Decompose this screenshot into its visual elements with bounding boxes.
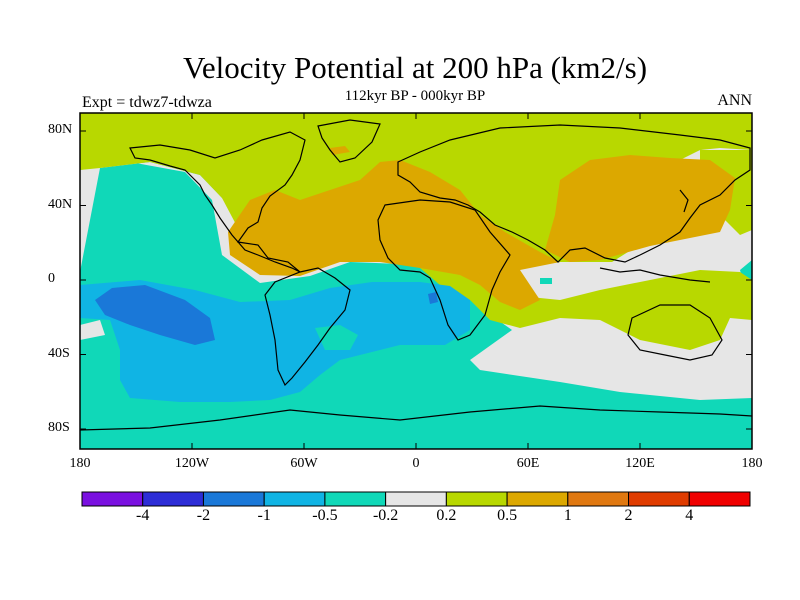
band-0.5-1-asia <box>545 155 735 262</box>
band-0.5-1-arctic <box>330 146 350 155</box>
colorbar-label: 0.2 <box>436 507 457 524</box>
band-neg-0.2-0.2-pacific-east <box>80 320 105 340</box>
colorbar-label: -0.5 <box>312 507 338 524</box>
colorbar-swatch <box>263 491 326 507</box>
colorbar-swatch <box>385 491 447 507</box>
eurasia-coast <box>397 124 751 263</box>
band-neg-2-neg-1-atlantic <box>428 292 438 304</box>
colorbar-label: 0.5 <box>497 507 518 524</box>
colorbar-swatch <box>202 491 265 507</box>
lat-label: 0 <box>48 271 55 286</box>
colorbar-label: -1 <box>257 507 271 524</box>
south-america-coast <box>264 267 351 387</box>
colorbar-swatch <box>506 491 569 507</box>
colorbar-swatch <box>81 491 144 507</box>
colorbar-label: -0.2 <box>372 507 399 524</box>
lat-label: 40N <box>48 196 73 212</box>
colorbar-label: -2 <box>196 507 211 524</box>
axis-ticks <box>79 113 753 449</box>
antarctica-coast <box>80 405 752 431</box>
colorbar <box>81 491 751 507</box>
japan-coast <box>679 189 689 213</box>
africa-coast <box>377 199 511 341</box>
lat-label: 80S <box>48 420 70 435</box>
season-label: ANN <box>717 92 752 109</box>
colorbar-swatch <box>324 491 387 507</box>
lon-label: 60W <box>290 456 318 471</box>
lon-label: 0 <box>412 456 420 471</box>
lon-label: 180 <box>69 456 91 471</box>
australia-coast <box>627 304 723 361</box>
lat-label: 80N <box>48 122 73 137</box>
map-subtitle: 112kyr BP - 000kyr BP <box>344 88 486 104</box>
band-neg-0.5-neg-0.2-patch2 <box>540 278 552 284</box>
colorbar-label: 4 <box>685 507 694 524</box>
colorbar-label: -4 <box>136 507 150 524</box>
lon-label: 120W <box>174 456 210 471</box>
colorbar-label: 1 <box>563 507 572 524</box>
greenland-coast <box>317 119 381 163</box>
map-title: Velocity Potential at 200 hPa (km2/s) <box>182 50 648 85</box>
colorbar-swatch <box>628 491 690 507</box>
colorbar-swatch <box>567 491 630 507</box>
colorbar-swatch <box>445 491 508 507</box>
coastlines <box>80 119 752 431</box>
band-neg-0.2-0.2 <box>80 146 752 400</box>
band-neg-2-neg-1 <box>95 285 215 345</box>
lon-label: 60E <box>516 456 540 471</box>
experiment-label: Expt = tdwz7-tdwza <box>82 94 212 111</box>
band-0.5-1-atlantic-africa <box>228 160 560 310</box>
lon-label: 180 <box>741 456 763 471</box>
lon-label: 120E <box>625 456 655 471</box>
north-america-coast <box>129 131 306 273</box>
colorbar-swatch <box>688 491 751 507</box>
colorbar-label: 2 <box>624 507 633 524</box>
contour-field <box>80 113 752 449</box>
indonesia-coast <box>599 267 711 283</box>
lat-label: 40S <box>48 345 70 361</box>
colorbar-swatch <box>142 491 204 507</box>
band-neg-0.5-neg-0.2-patch <box>315 325 358 350</box>
